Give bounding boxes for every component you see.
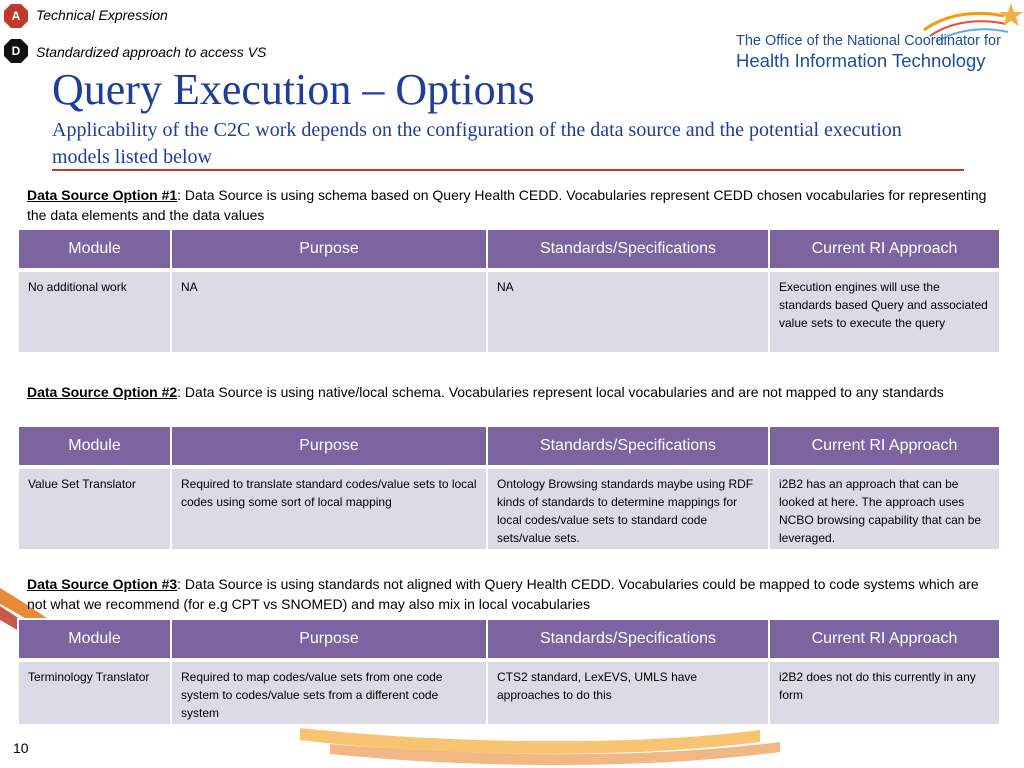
table-header-row: Module Purpose Standards/Specifications … <box>17 618 1001 662</box>
header-standards: Standards/Specifications <box>486 618 770 662</box>
option-2-label: Data Source Option #2 <box>27 384 178 400</box>
page-number: 10 <box>13 740 29 756</box>
logo-line2: Health Information Technology <box>736 50 986 71</box>
header-standards: Standards/Specifications <box>486 228 770 272</box>
cell-module: No additional work <box>17 269 172 354</box>
header-ri-approach: Current RI Approach <box>768 228 1001 272</box>
cell-purpose: Required to translate standard codes/val… <box>170 466 488 551</box>
header-module: Module <box>17 618 172 662</box>
table-header-row: Module Purpose Standards/Specifications … <box>17 228 1001 272</box>
cell-standards: CTS2 standard, LexEVS, UMLS have approac… <box>486 659 770 726</box>
cell-ri-approach: Execution engines will use the standards… <box>768 269 1001 354</box>
option-2-text: : Data Source is using native/local sche… <box>177 384 944 400</box>
option-1-description: Data Source Option #1: Data Source is us… <box>27 185 1002 225</box>
table-row: Terminology Translator Required to map c… <box>17 659 1001 726</box>
badge-d: D <box>3 38 29 64</box>
header-purpose: Purpose <box>170 425 488 469</box>
badge-a-text: Technical Expression <box>36 7 168 23</box>
option-1-table: Module Purpose Standards/Specifications … <box>17 228 1001 354</box>
header-ri-approach: Current RI Approach <box>768 618 1001 662</box>
option-1-label: Data Source Option #1 <box>27 187 178 203</box>
option-1-text: : Data Source is using schema based on Q… <box>27 187 987 223</box>
header-module: Module <box>17 228 172 272</box>
badge-a: A <box>3 3 29 29</box>
badge-d-text: Standardized approach to access VS <box>36 44 267 60</box>
octagon-red-icon <box>4 4 28 28</box>
cell-module: Value Set Translator <box>17 466 172 551</box>
table-row: Value Set Translator Required to transla… <box>17 466 1001 551</box>
cell-ri-approach: i2B2 has an approach that can be looked … <box>768 466 1001 551</box>
header-ri-approach: Current RI Approach <box>768 425 1001 469</box>
option-2-table: Module Purpose Standards/Specifications … <box>17 425 1001 551</box>
cell-standards: NA <box>486 269 770 354</box>
title-divider <box>52 169 964 171</box>
option-3-table: Module Purpose Standards/Specifications … <box>17 618 1001 726</box>
cell-standards: Ontology Browsing standards maybe using … <box>486 466 770 551</box>
cell-module: Terminology Translator <box>17 659 172 726</box>
option-3-description: Data Source Option #3: Data Source is us… <box>27 574 1002 614</box>
cell-ri-approach: i2B2 does not do this currently in any f… <box>768 659 1001 726</box>
octagon-dark-icon <box>4 39 28 63</box>
header-module: Module <box>17 425 172 469</box>
header-standards: Standards/Specifications <box>486 425 770 469</box>
badge-letter: A <box>11 9 21 23</box>
option-3-label: Data Source Option #3 <box>27 576 178 592</box>
table-header-row: Module Purpose Standards/Specifications … <box>17 425 1001 469</box>
header-purpose: Purpose <box>170 618 488 662</box>
slide-subtitle: Applicability of the C2C work depends on… <box>52 119 902 168</box>
table-row: No additional work NA NA Execution engin… <box>17 269 1001 354</box>
logo-line1: The Office of the National Coordinator f… <box>736 33 1001 49</box>
cell-purpose: NA <box>170 269 488 354</box>
star-swoosh-icon <box>923 3 1023 43</box>
cell-purpose: Required to map codes/value sets from on… <box>170 659 488 726</box>
slide-title: Query Execution – Options <box>52 65 535 114</box>
option-2-description: Data Source Option #2: Data Source is us… <box>27 382 1002 402</box>
option-3-text: : Data Source is using standards not ali… <box>27 576 979 612</box>
badge-letter: D <box>11 44 21 58</box>
onc-logo: The Office of the National Coordinator f… <box>736 0 1024 76</box>
header-purpose: Purpose <box>170 228 488 272</box>
